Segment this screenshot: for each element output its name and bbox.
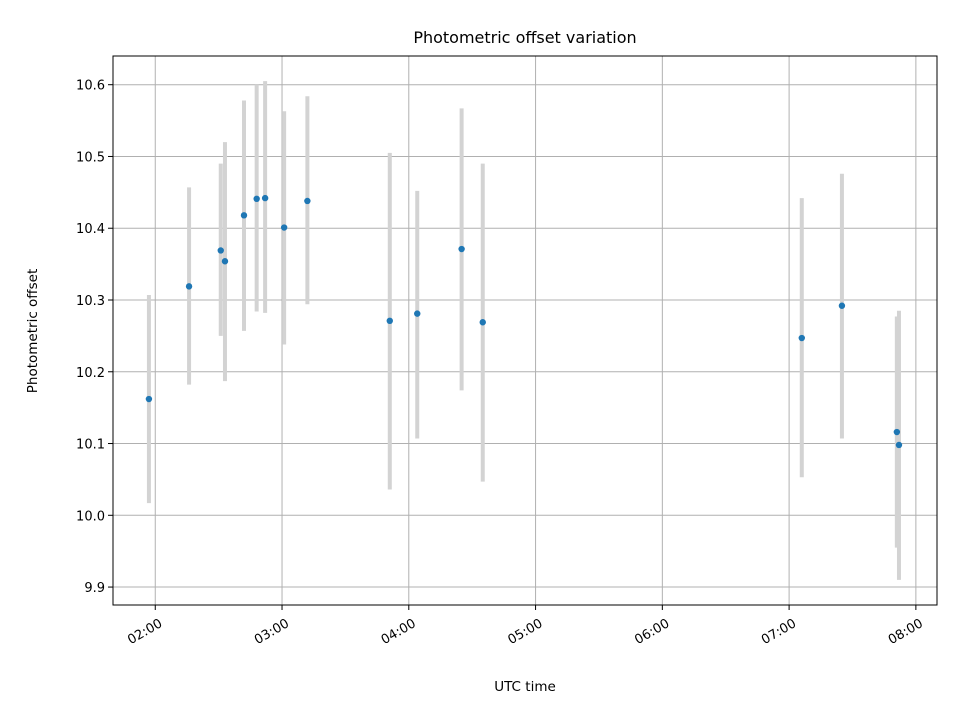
data-point (145, 395, 153, 403)
x-tick-label: 08:00 (886, 616, 926, 648)
x-tick-label: 06:00 (632, 616, 672, 648)
data-point (386, 317, 393, 325)
y-tick-label: 10.2 (76, 366, 105, 381)
y-tick-label: 10.6 (76, 79, 105, 94)
y-tick-label: 10.0 (76, 509, 105, 524)
y-tick-label: 9.9 (84, 581, 105, 596)
chart-title: Photometric offset variation (413, 28, 636, 47)
y-tick-label: 10.3 (76, 294, 105, 309)
y-tick-label: 10.5 (76, 150, 105, 165)
y-tick-label: 10.1 (76, 438, 105, 453)
data-point (217, 247, 224, 254)
data-point (798, 334, 805, 342)
data-point (185, 283, 193, 290)
data-point (838, 302, 846, 309)
data-point (221, 258, 229, 265)
x-tick-label: 04:00 (379, 616, 419, 648)
grid (113, 56, 937, 605)
data-point (414, 310, 421, 317)
plot-frame (112, 55, 938, 606)
x-tick-label: 03:00 (252, 616, 292, 648)
data-point (304, 197, 311, 205)
data-point (280, 224, 288, 231)
x-tick-label: 07:00 (759, 616, 799, 648)
error-bars (146, 81, 901, 580)
y-axis-label: Photometric offset (25, 269, 41, 393)
x-tick-label: 02:00 (125, 616, 165, 648)
data-point (479, 319, 486, 326)
x-axis-label: UTC time (494, 679, 556, 695)
data-point (240, 212, 248, 219)
y-tick-label: 10.4 (76, 222, 105, 237)
data-point (261, 194, 269, 202)
data-point (458, 245, 465, 253)
data-points (145, 194, 903, 449)
axis-ticks: 02:00 03:00 04:00 05:00 06:00 07:00 08:00 9.9 10… (76, 79, 926, 648)
data-point (893, 428, 901, 436)
data-point (895, 441, 903, 449)
x-tick-label: 05:00 (506, 616, 546, 648)
data-point (253, 195, 260, 203)
